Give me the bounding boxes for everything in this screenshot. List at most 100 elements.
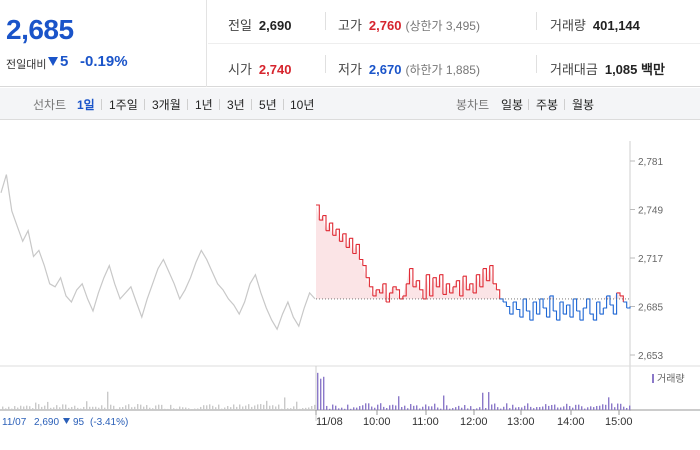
- today-line-segment: [556, 302, 561, 321]
- volume-bar: [338, 408, 340, 410]
- tab-separator: [283, 99, 284, 110]
- volume-bar: [8, 406, 10, 410]
- volume-bar: [176, 408, 178, 410]
- volume-bar: [395, 405, 397, 410]
- volume-bar: [101, 405, 103, 410]
- price-tick-label: 2,717: [638, 254, 663, 265]
- volume-bar: [545, 404, 547, 410]
- volume-bar: [20, 405, 22, 410]
- volume-bar: [302, 408, 304, 410]
- intraday-chart[interactable]: 2,781 2,749 2,717 2,685 2,653 거래량 11/08 10:00 11…: [0, 121, 700, 450]
- stat-prev-close: 전일 2,690: [228, 15, 291, 34]
- volume-bar: [476, 408, 478, 410]
- today-line-segment: [356, 243, 360, 260]
- today-line-segment: [526, 310, 531, 321]
- volume-bar: [554, 404, 556, 410]
- volume-bar: [614, 407, 616, 410]
- volume-bar: [440, 408, 442, 410]
- current-price-box: 2,685 전일대비 5 -0.19%: [0, 0, 207, 87]
- tab-monthly[interactable]: 월봉: [572, 98, 595, 112]
- volume-bar: [179, 406, 181, 410]
- volume-bar: [332, 404, 334, 410]
- volume-bar: [359, 406, 361, 410]
- change-amount: 5: [60, 53, 69, 70]
- today-line-segment: [463, 275, 467, 290]
- today-line-segment: [319, 215, 324, 221]
- volume-bar: [344, 408, 346, 410]
- volume-bar: [272, 405, 274, 410]
- volume-bar: [296, 401, 298, 410]
- tab-weekly[interactable]: 주봉: [536, 98, 559, 112]
- today-line-segment: [509, 302, 514, 315]
- volume-bar: [14, 406, 16, 410]
- volume-bar: [608, 397, 610, 410]
- volume-bar: [407, 408, 409, 410]
- time-label: 15:00: [605, 416, 633, 428]
- today-line-segment: [493, 283, 497, 290]
- today-line-segment: [479, 268, 484, 288]
- volume-bar: [131, 407, 133, 410]
- today-line-segment: [446, 283, 451, 293]
- today-line-segment: [620, 295, 624, 302]
- volume-bar: [98, 407, 100, 410]
- volume-bar: [482, 392, 484, 410]
- today-line-segment: [409, 268, 414, 287]
- volume-bar: [548, 405, 550, 410]
- volume-legend-label: 거래량: [657, 373, 685, 385]
- today-line-segment: [529, 302, 534, 321]
- volume-bar: [518, 407, 520, 410]
- volume-bar: [383, 406, 385, 410]
- volume-bar: [509, 408, 511, 410]
- today-line-segment: [596, 301, 601, 315]
- volume-bar: [113, 405, 115, 410]
- today-line-segment: [566, 304, 571, 318]
- today-line-segment: [519, 298, 524, 318]
- volume-bar: [341, 407, 343, 410]
- tab-1w[interactable]: 1주일: [109, 98, 138, 112]
- volume-bar: [461, 407, 463, 410]
- time-label: 10:00: [363, 416, 391, 428]
- tab-5y[interactable]: 5년: [259, 98, 277, 112]
- volume-bar: [560, 407, 562, 410]
- volume-bar: [68, 407, 70, 410]
- line-chart-label: 선차트: [33, 98, 67, 112]
- volume-bar: [551, 404, 553, 410]
- volume-bar: [629, 405, 631, 410]
- tab-separator: [528, 99, 529, 110]
- volume-bar: [311, 406, 313, 410]
- volume-bar: [281, 408, 283, 410]
- tab-daily[interactable]: 일봉: [501, 98, 524, 112]
- volume-bar: [320, 378, 322, 410]
- today-line-segment: [536, 298, 541, 315]
- volume-bar: [137, 404, 139, 410]
- today-line-segment: [432, 277, 437, 287]
- volume-bar: [44, 405, 46, 410]
- stat-value: 401,144: [592, 18, 640, 33]
- volume-bar: [260, 404, 262, 410]
- volume-bar: [377, 404, 379, 410]
- today-line-segment: [496, 289, 501, 299]
- volume-bar: [386, 408, 388, 410]
- down-triangle-icon: [63, 418, 70, 424]
- tab-1y[interactable]: 1년: [195, 98, 213, 112]
- tab-3y[interactable]: 3년: [227, 98, 245, 112]
- volume-bar: [569, 406, 571, 410]
- volume-bar: [185, 407, 187, 410]
- volume-bar: [611, 403, 613, 410]
- today-line-segment: [336, 228, 340, 242]
- volume-bar: [587, 407, 589, 410]
- volume-bar: [257, 404, 259, 410]
- volume-bar: [17, 407, 19, 410]
- volume-bar: [335, 405, 337, 410]
- volume-bar: [152, 408, 154, 410]
- volume-bar: [149, 407, 151, 410]
- tab-3m[interactable]: 3개월: [152, 98, 181, 112]
- volume-bar: [533, 408, 535, 410]
- volume-bar: [218, 404, 220, 410]
- today-line-segment: [406, 268, 411, 285]
- today-line-segment: [412, 280, 417, 288]
- tab-1d[interactable]: 1일: [77, 98, 95, 112]
- down-triangle-icon: [48, 57, 58, 66]
- tab-10y[interactable]: 10년: [290, 98, 315, 112]
- today-line-segment: [616, 292, 621, 296]
